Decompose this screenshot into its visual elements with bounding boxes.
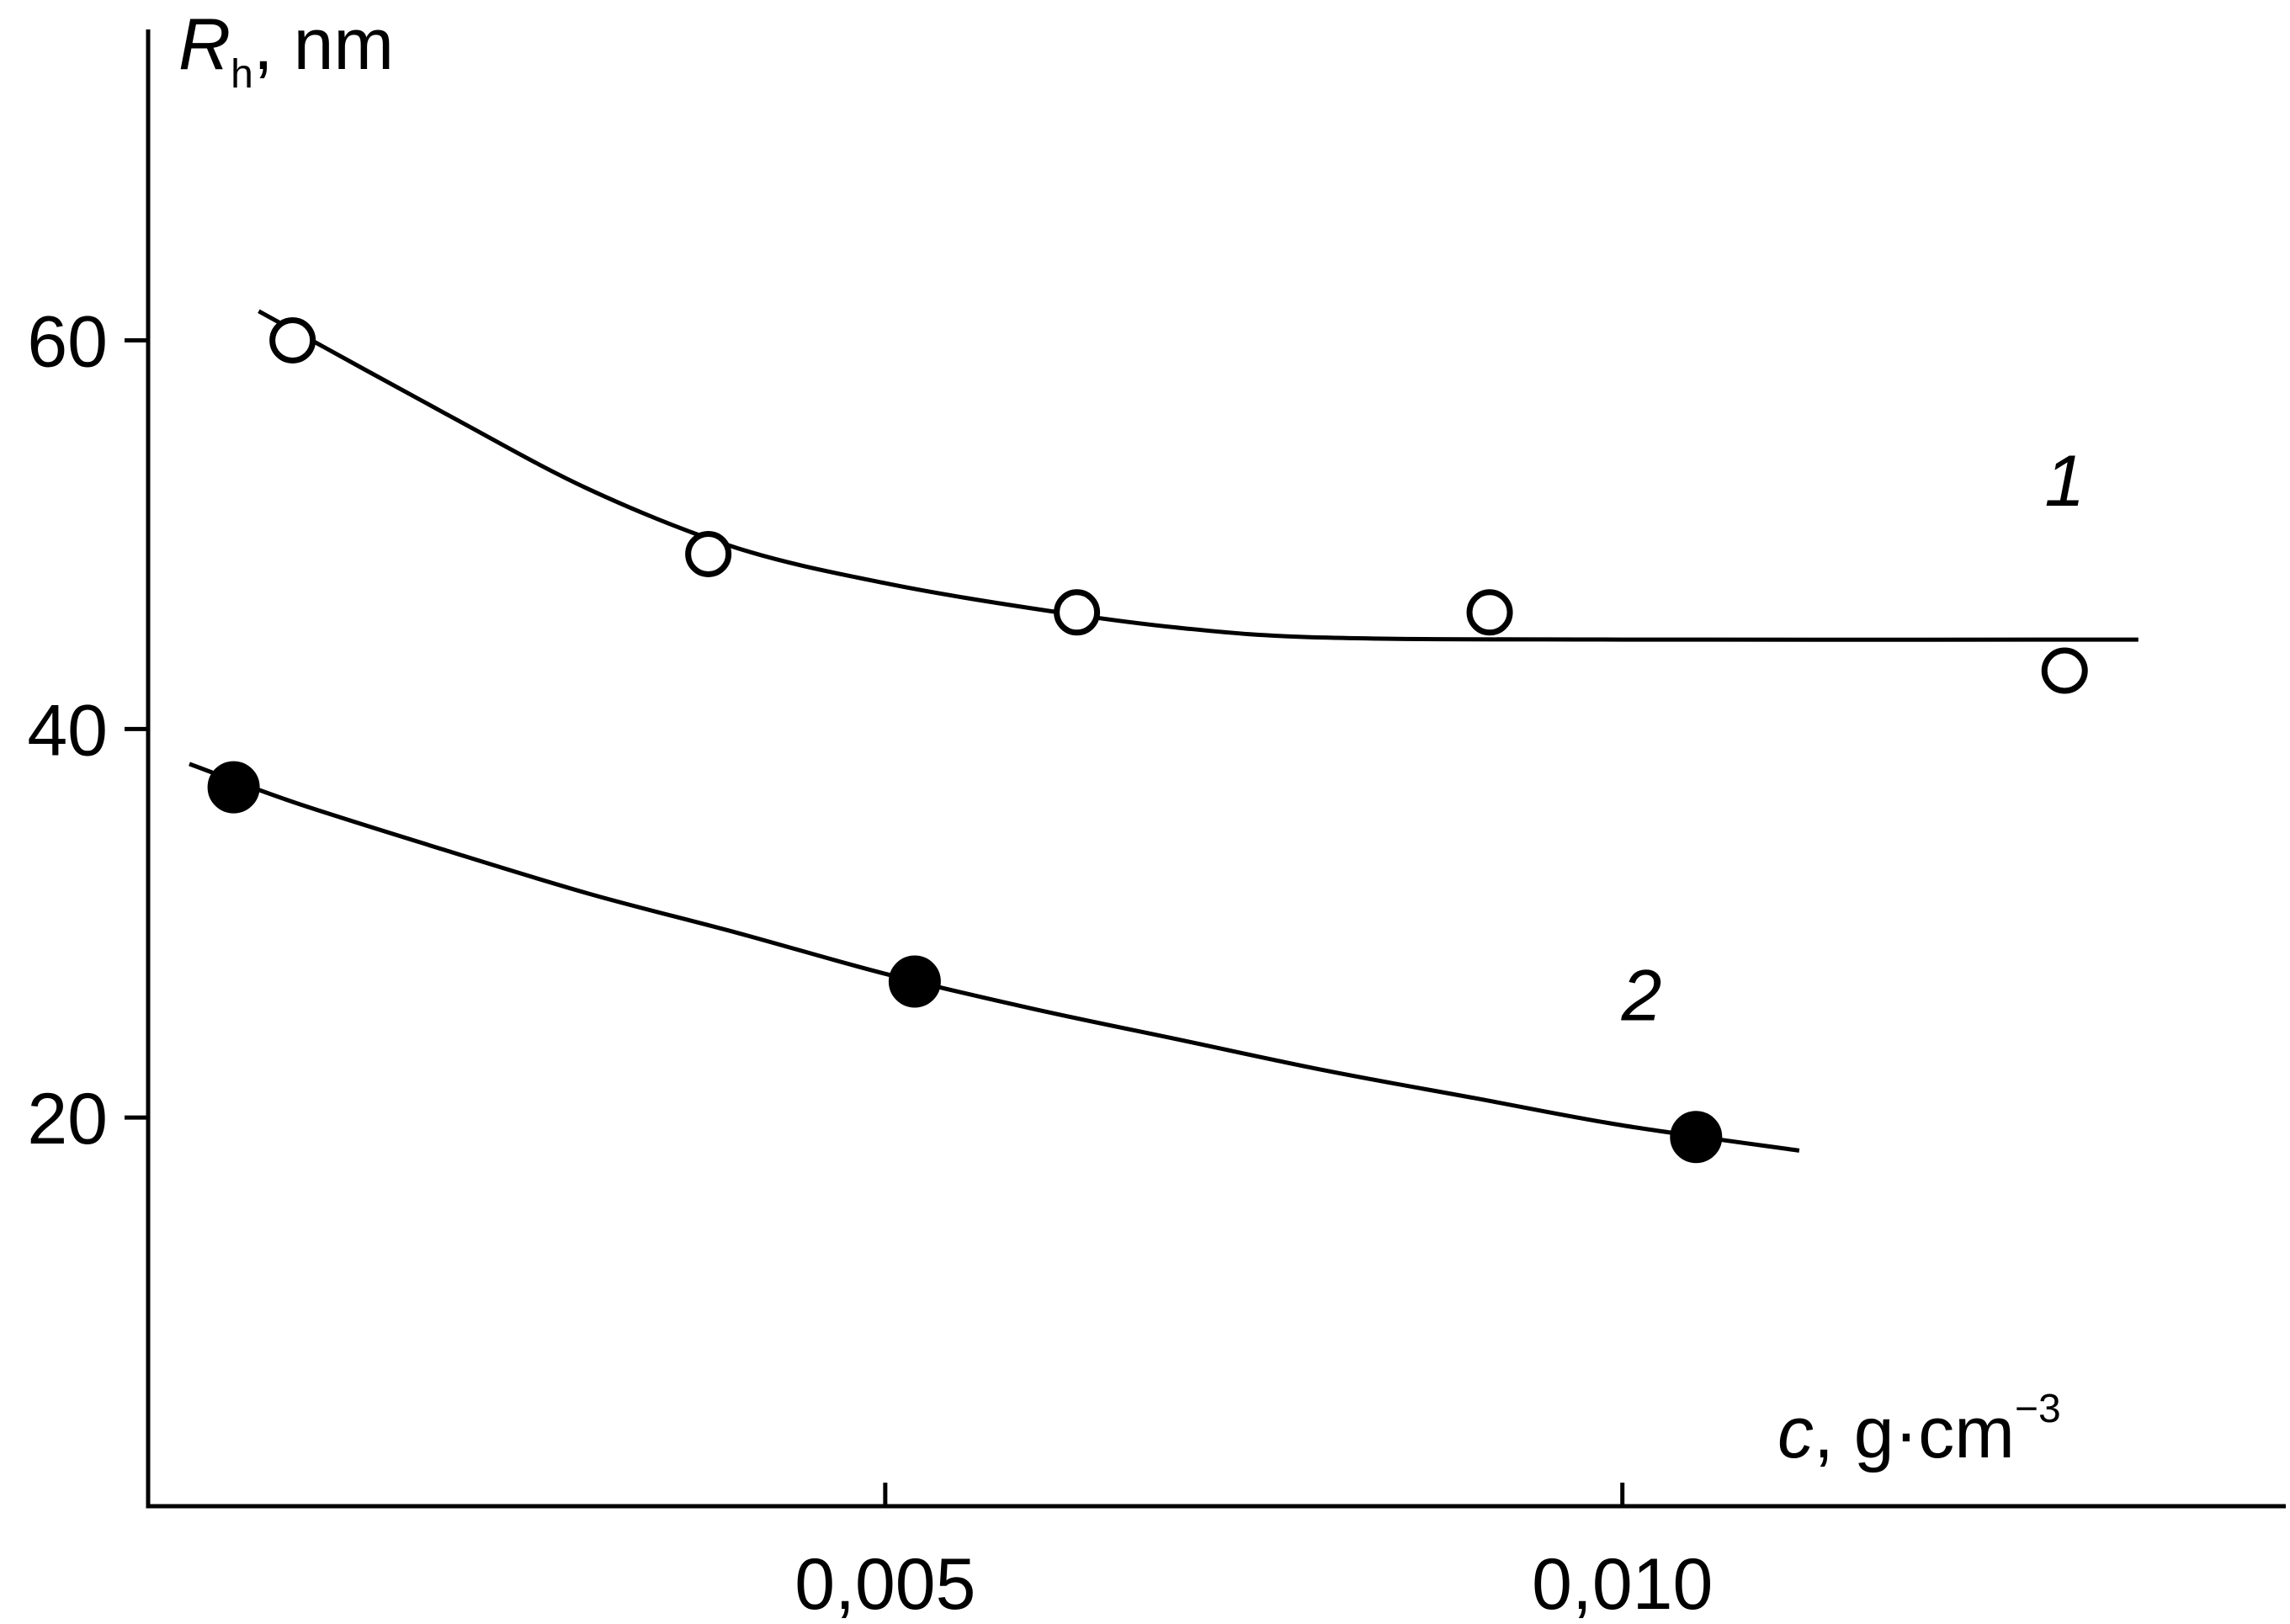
series-1-point: [1054, 589, 1101, 636]
x-tick-label: 0,010: [1532, 1544, 1713, 1624]
series-2-point: [888, 955, 941, 1008]
y-axis-unit: , nm: [253, 4, 394, 85]
y-axis-sub: h: [231, 52, 253, 97]
x-tick-label: 0,005: [794, 1544, 975, 1624]
series-1-fit-line: [258, 309, 2139, 642]
y-tick-label: 40: [27, 690, 108, 771]
y-axis-var: R: [178, 4, 231, 85]
y-tick-label: 20: [27, 1079, 108, 1160]
series-1-point: [685, 530, 732, 577]
y-tick-label: 60: [27, 301, 108, 382]
series-1-point: [269, 316, 316, 364]
y-axis-title: Rh, nm: [178, 4, 394, 97]
series-1-point: [1466, 589, 1513, 636]
x-axis-var: c: [1777, 1393, 1814, 1473]
series-2-point: [207, 761, 260, 814]
series-2-label: 2: [1621, 956, 1662, 1037]
x-axis-title: c, g·cm−3: [1777, 1387, 2061, 1473]
series-1-label: 1: [2044, 441, 2085, 522]
x-axis-exp: −3: [2015, 1387, 2061, 1431]
series-layer: 12: [189, 309, 2139, 1164]
series-2-fit-line: [189, 762, 1800, 1153]
series-1-point: [2041, 647, 2088, 694]
x-axis-unit: , g·cm: [1814, 1393, 2015, 1473]
series-2-point: [1670, 1111, 1723, 1164]
axes: 20 40 60 0,005 0,010: [27, 29, 2286, 1624]
